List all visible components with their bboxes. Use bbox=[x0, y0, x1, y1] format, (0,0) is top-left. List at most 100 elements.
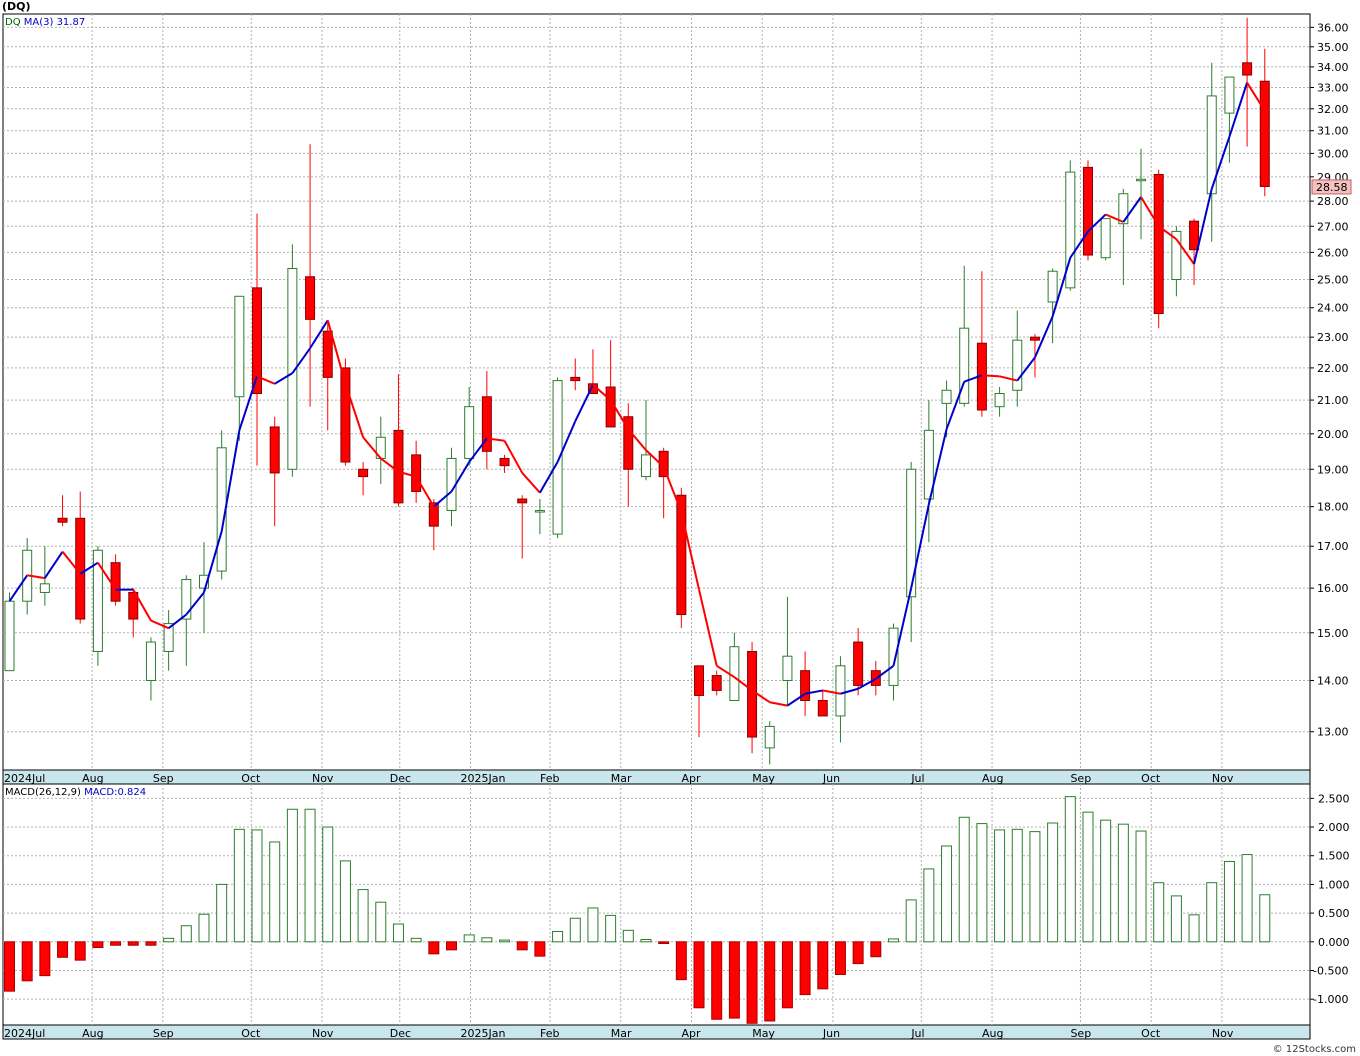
macd-y-tick-label: 1.500 bbox=[1318, 850, 1350, 863]
candle-body bbox=[888, 627, 899, 686]
candle-body bbox=[1047, 270, 1058, 303]
ma-line-segment bbox=[751, 689, 771, 704]
x-tick-label: Mar bbox=[611, 772, 632, 785]
x-tick-label: Mar bbox=[611, 1027, 632, 1040]
macd-bar bbox=[1259, 894, 1271, 943]
ma-line-segment bbox=[999, 375, 1018, 382]
ma-line-segment bbox=[556, 420, 577, 463]
macd-bar bbox=[781, 941, 793, 1009]
ma-line-segment bbox=[1087, 213, 1107, 233]
ma-line-segment bbox=[256, 375, 276, 385]
macd-bar bbox=[216, 883, 228, 943]
ma-line-segment bbox=[1140, 196, 1160, 227]
macd-bar bbox=[852, 941, 864, 965]
macd-bar bbox=[1047, 822, 1059, 943]
price-y-tick-label: 16.00 bbox=[1317, 582, 1349, 595]
last-price-box bbox=[1311, 179, 1352, 195]
watermark: © 12Stocks.com bbox=[1272, 1044, 1356, 1055]
ma-line-segment bbox=[309, 319, 329, 349]
x-tick-label: Oct bbox=[1141, 1027, 1161, 1040]
price-legend: DQ MA(3) 31.87 bbox=[5, 17, 85, 28]
price-panel-frame bbox=[2, 13, 1311, 771]
candle-body bbox=[835, 665, 846, 717]
legend-symbol: DQ bbox=[5, 17, 24, 28]
macd-y-tick-label: 0.000 bbox=[1318, 936, 1350, 949]
price-y-tick-label: 32.00 bbox=[1317, 103, 1349, 116]
ma-line-segment bbox=[910, 503, 930, 589]
candle-body bbox=[1012, 339, 1023, 391]
x-tick-label: Jun bbox=[822, 1027, 840, 1040]
x-tick-label: May bbox=[752, 1027, 775, 1040]
macd-bar bbox=[357, 889, 369, 943]
price-y-tick-label: 30.00 bbox=[1317, 147, 1349, 160]
macd-date-strip bbox=[2, 1024, 1311, 1040]
x-tick-label: 2025Jan bbox=[460, 772, 505, 785]
macd-bar bbox=[463, 934, 475, 943]
ma-line-segment bbox=[1246, 82, 1266, 112]
price-y-tick-label: 35.00 bbox=[1317, 41, 1349, 54]
ma-line-segment bbox=[503, 440, 524, 474]
x-tick-label: Dec bbox=[390, 772, 411, 785]
macd-bar bbox=[304, 808, 316, 943]
ma-line-segment bbox=[415, 476, 435, 508]
ma-line-segment bbox=[97, 562, 117, 591]
price-y-tick-label: 27.00 bbox=[1317, 220, 1349, 233]
candle-body bbox=[747, 650, 758, 738]
x-tick-label: Apr bbox=[681, 1027, 701, 1040]
x-tick-label: Aug bbox=[982, 1027, 1003, 1040]
ma-line-segment bbox=[822, 689, 841, 695]
candle-body bbox=[145, 641, 156, 681]
macd-bar bbox=[1170, 895, 1182, 943]
macd-bar bbox=[163, 937, 175, 943]
x-tick-label: Apr bbox=[681, 772, 701, 785]
ma-line-segment bbox=[627, 428, 647, 451]
price-y-tick-label: 13.00 bbox=[1317, 726, 1349, 739]
candle-body bbox=[305, 276, 316, 320]
x-tick-label: 2024Jul bbox=[4, 772, 45, 785]
ma-line-segment bbox=[1122, 196, 1142, 223]
legend-ma: MA(3) 31.87 bbox=[24, 17, 85, 28]
price-y-tick-label: 28.00 bbox=[1317, 195, 1349, 208]
ma-line-segment bbox=[398, 470, 417, 478]
macd-bar bbox=[322, 826, 334, 943]
macd-bar bbox=[1153, 882, 1165, 943]
candle-body bbox=[481, 396, 492, 452]
candle-body bbox=[817, 700, 828, 717]
candle-body bbox=[1153, 173, 1164, 315]
x-tick-label: Jun bbox=[822, 772, 840, 785]
macd-bar bbox=[1206, 882, 1218, 943]
ma-line-segment bbox=[1051, 257, 1072, 317]
candle-body bbox=[729, 646, 740, 702]
ma-line-segment bbox=[27, 574, 46, 580]
ma-line-segment bbox=[468, 437, 488, 463]
macd-panel-frame bbox=[2, 783, 1311, 1026]
macd-bar bbox=[888, 938, 899, 943]
macd-y-tick-label: 1.000 bbox=[1318, 878, 1350, 891]
x-tick-label: Nov bbox=[1212, 772, 1234, 785]
macd-bar bbox=[746, 941, 758, 1024]
candle-body bbox=[57, 517, 68, 523]
ma-line-segment bbox=[1210, 136, 1231, 190]
x-tick-label: Jul bbox=[910, 772, 924, 785]
candle-body bbox=[1206, 95, 1217, 195]
price-y-tick-label: 19.00 bbox=[1317, 463, 1349, 476]
ma-line-segment bbox=[698, 589, 718, 667]
candle-body bbox=[711, 675, 722, 691]
candle-body bbox=[1259, 80, 1270, 187]
macd-bar bbox=[658, 941, 670, 945]
macd-bar bbox=[1241, 854, 1253, 943]
ma-line-segment bbox=[168, 613, 187, 629]
ma-line-segment bbox=[733, 676, 753, 692]
candle-body bbox=[800, 670, 811, 702]
ma-line-segment bbox=[857, 677, 877, 690]
macd-bar bbox=[534, 941, 546, 957]
x-tick-label: Dec bbox=[390, 1027, 411, 1040]
candle-body bbox=[534, 510, 545, 513]
ma-line-segment bbox=[79, 561, 99, 575]
candle-body bbox=[252, 287, 263, 395]
ma-line-segment bbox=[1016, 356, 1036, 382]
candle-body bbox=[163, 623, 174, 652]
ma-line-segment bbox=[8, 574, 29, 602]
macd-bar bbox=[569, 917, 581, 943]
price-y-tick-label: 22.00 bbox=[1317, 362, 1349, 375]
